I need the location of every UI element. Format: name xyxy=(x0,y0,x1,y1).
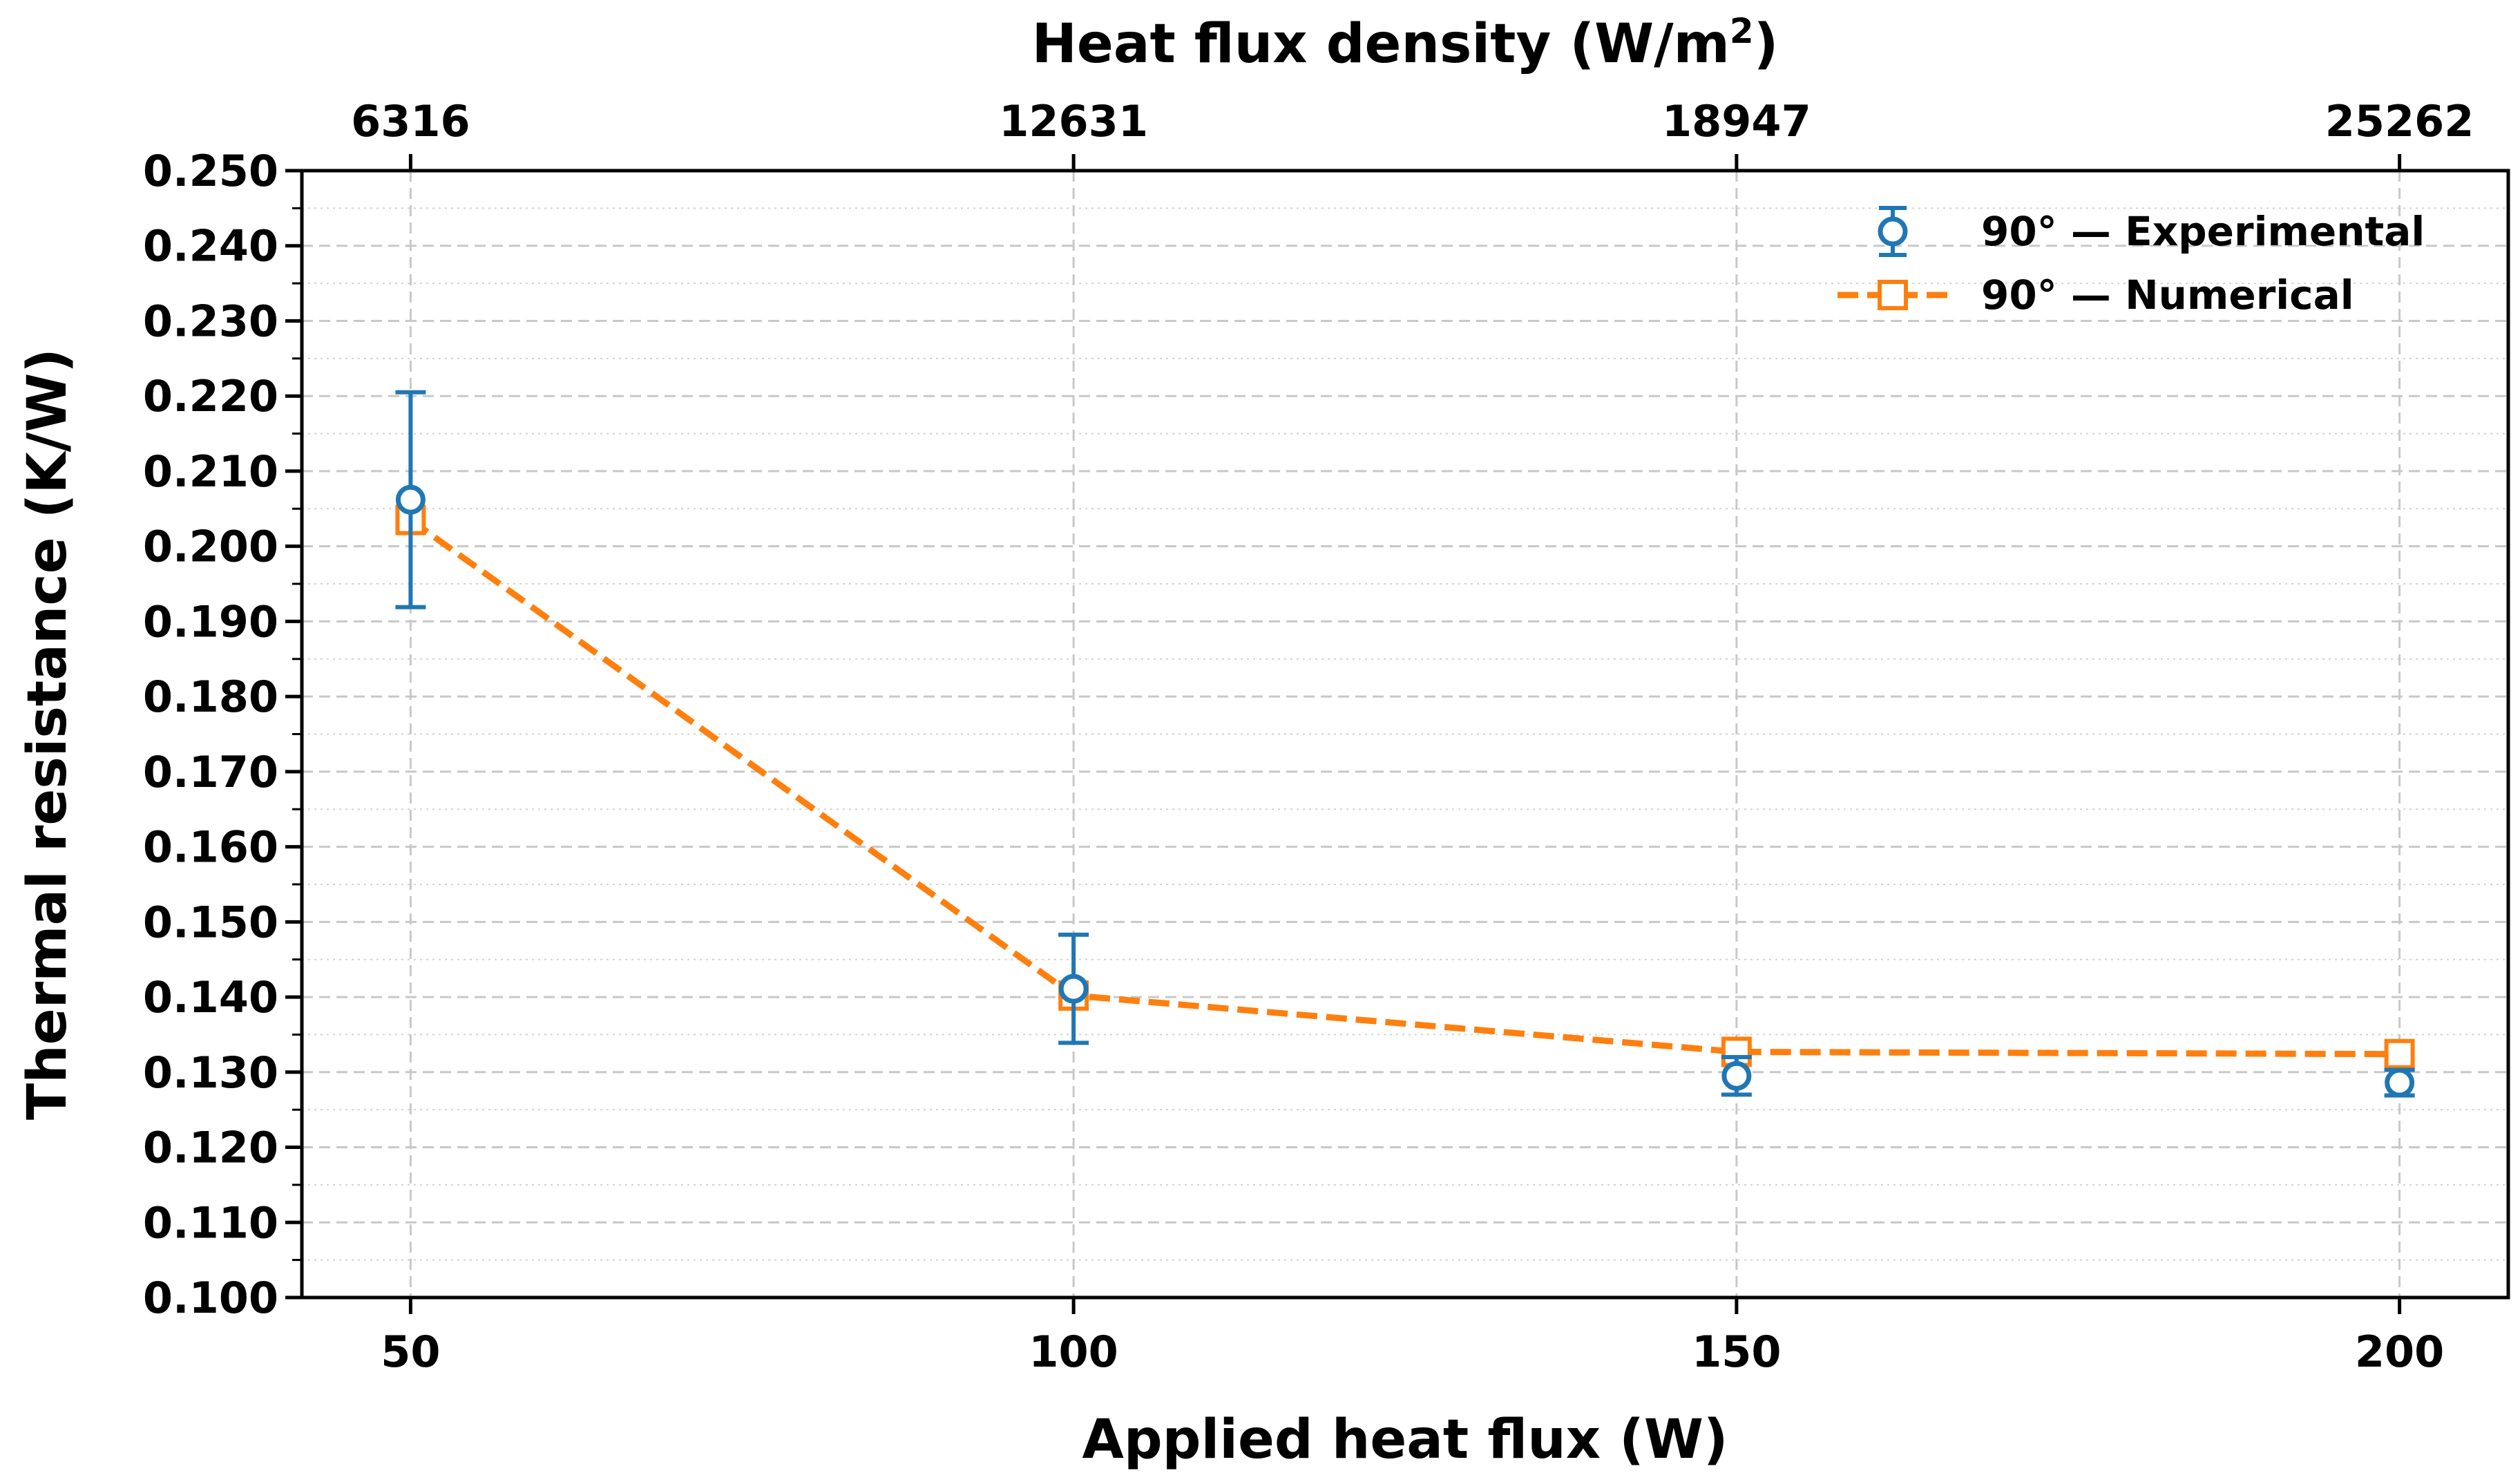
legend: 90° — Experimental 90° — Numerical xyxy=(1838,206,2425,319)
y-tick-label: 0.130 xyxy=(143,1047,278,1098)
y-tick-label: 0.190 xyxy=(143,596,278,647)
y-tick-label: 0.220 xyxy=(143,371,278,421)
x-axis-title: Applied heat flux (W) xyxy=(1082,1409,1728,1471)
y-tick-label: 0.230 xyxy=(143,296,278,346)
top-tick-label: 6316 xyxy=(351,96,470,146)
y-tick-label: 0.210 xyxy=(143,446,278,497)
y-tick-label: 0.120 xyxy=(143,1123,278,1173)
y-tick-label: 0.200 xyxy=(143,522,278,572)
series-layer xyxy=(395,390,2415,1098)
x-tick-label: 200 xyxy=(2355,1327,2444,1377)
y-tick-label: 0.160 xyxy=(143,822,278,873)
y-tick-label: 0.100 xyxy=(143,1273,278,1323)
top-tick-label: 18947 xyxy=(1662,96,1811,146)
numerical-series-line xyxy=(408,517,2400,1058)
experimental-point xyxy=(395,484,426,515)
x-tick-label: 100 xyxy=(1029,1327,1118,1377)
x-tick-label: 50 xyxy=(381,1327,440,1377)
y-tick-label: 0.140 xyxy=(143,972,278,1023)
legend-experimental-label: 90° — Experimental xyxy=(1981,208,2425,255)
legend-square-marker xyxy=(1878,280,1908,310)
legend-experimental-marker xyxy=(1878,206,1908,257)
grid xyxy=(302,169,2508,1299)
top-tick-label: 12631 xyxy=(999,96,1148,146)
y-tick-label: 0.170 xyxy=(143,747,278,797)
y-tick-label: 0.250 xyxy=(143,146,278,196)
top-tick-label: 25262 xyxy=(2325,96,2474,146)
y-tick-label: 0.240 xyxy=(143,221,278,272)
y-tick-label: 0.110 xyxy=(143,1197,278,1248)
experimental-point xyxy=(1721,1061,1752,1091)
experimental-point xyxy=(2385,1067,2415,1098)
legend-circle-marker xyxy=(1878,216,1908,247)
y-tick-label: 0.150 xyxy=(143,897,278,947)
experimental-point xyxy=(1058,973,1089,1004)
ticks: 0.100 0.110 0.120 0.130 0.140 0.150 0.160 0.170… xyxy=(143,96,2474,1377)
numerical-point xyxy=(2384,1038,2415,1070)
y-tick-label: 0.180 xyxy=(143,672,278,722)
legend-numerical-label: 90° — Numerical xyxy=(1981,272,2354,319)
top-axis-title: Heat flux density (W/m2) xyxy=(1032,11,1779,75)
x-tick-label: 150 xyxy=(1692,1327,1781,1377)
y-axis-title: Thermal resistance (K/W) xyxy=(17,348,79,1120)
legend-numerical-marker xyxy=(1838,280,1948,310)
